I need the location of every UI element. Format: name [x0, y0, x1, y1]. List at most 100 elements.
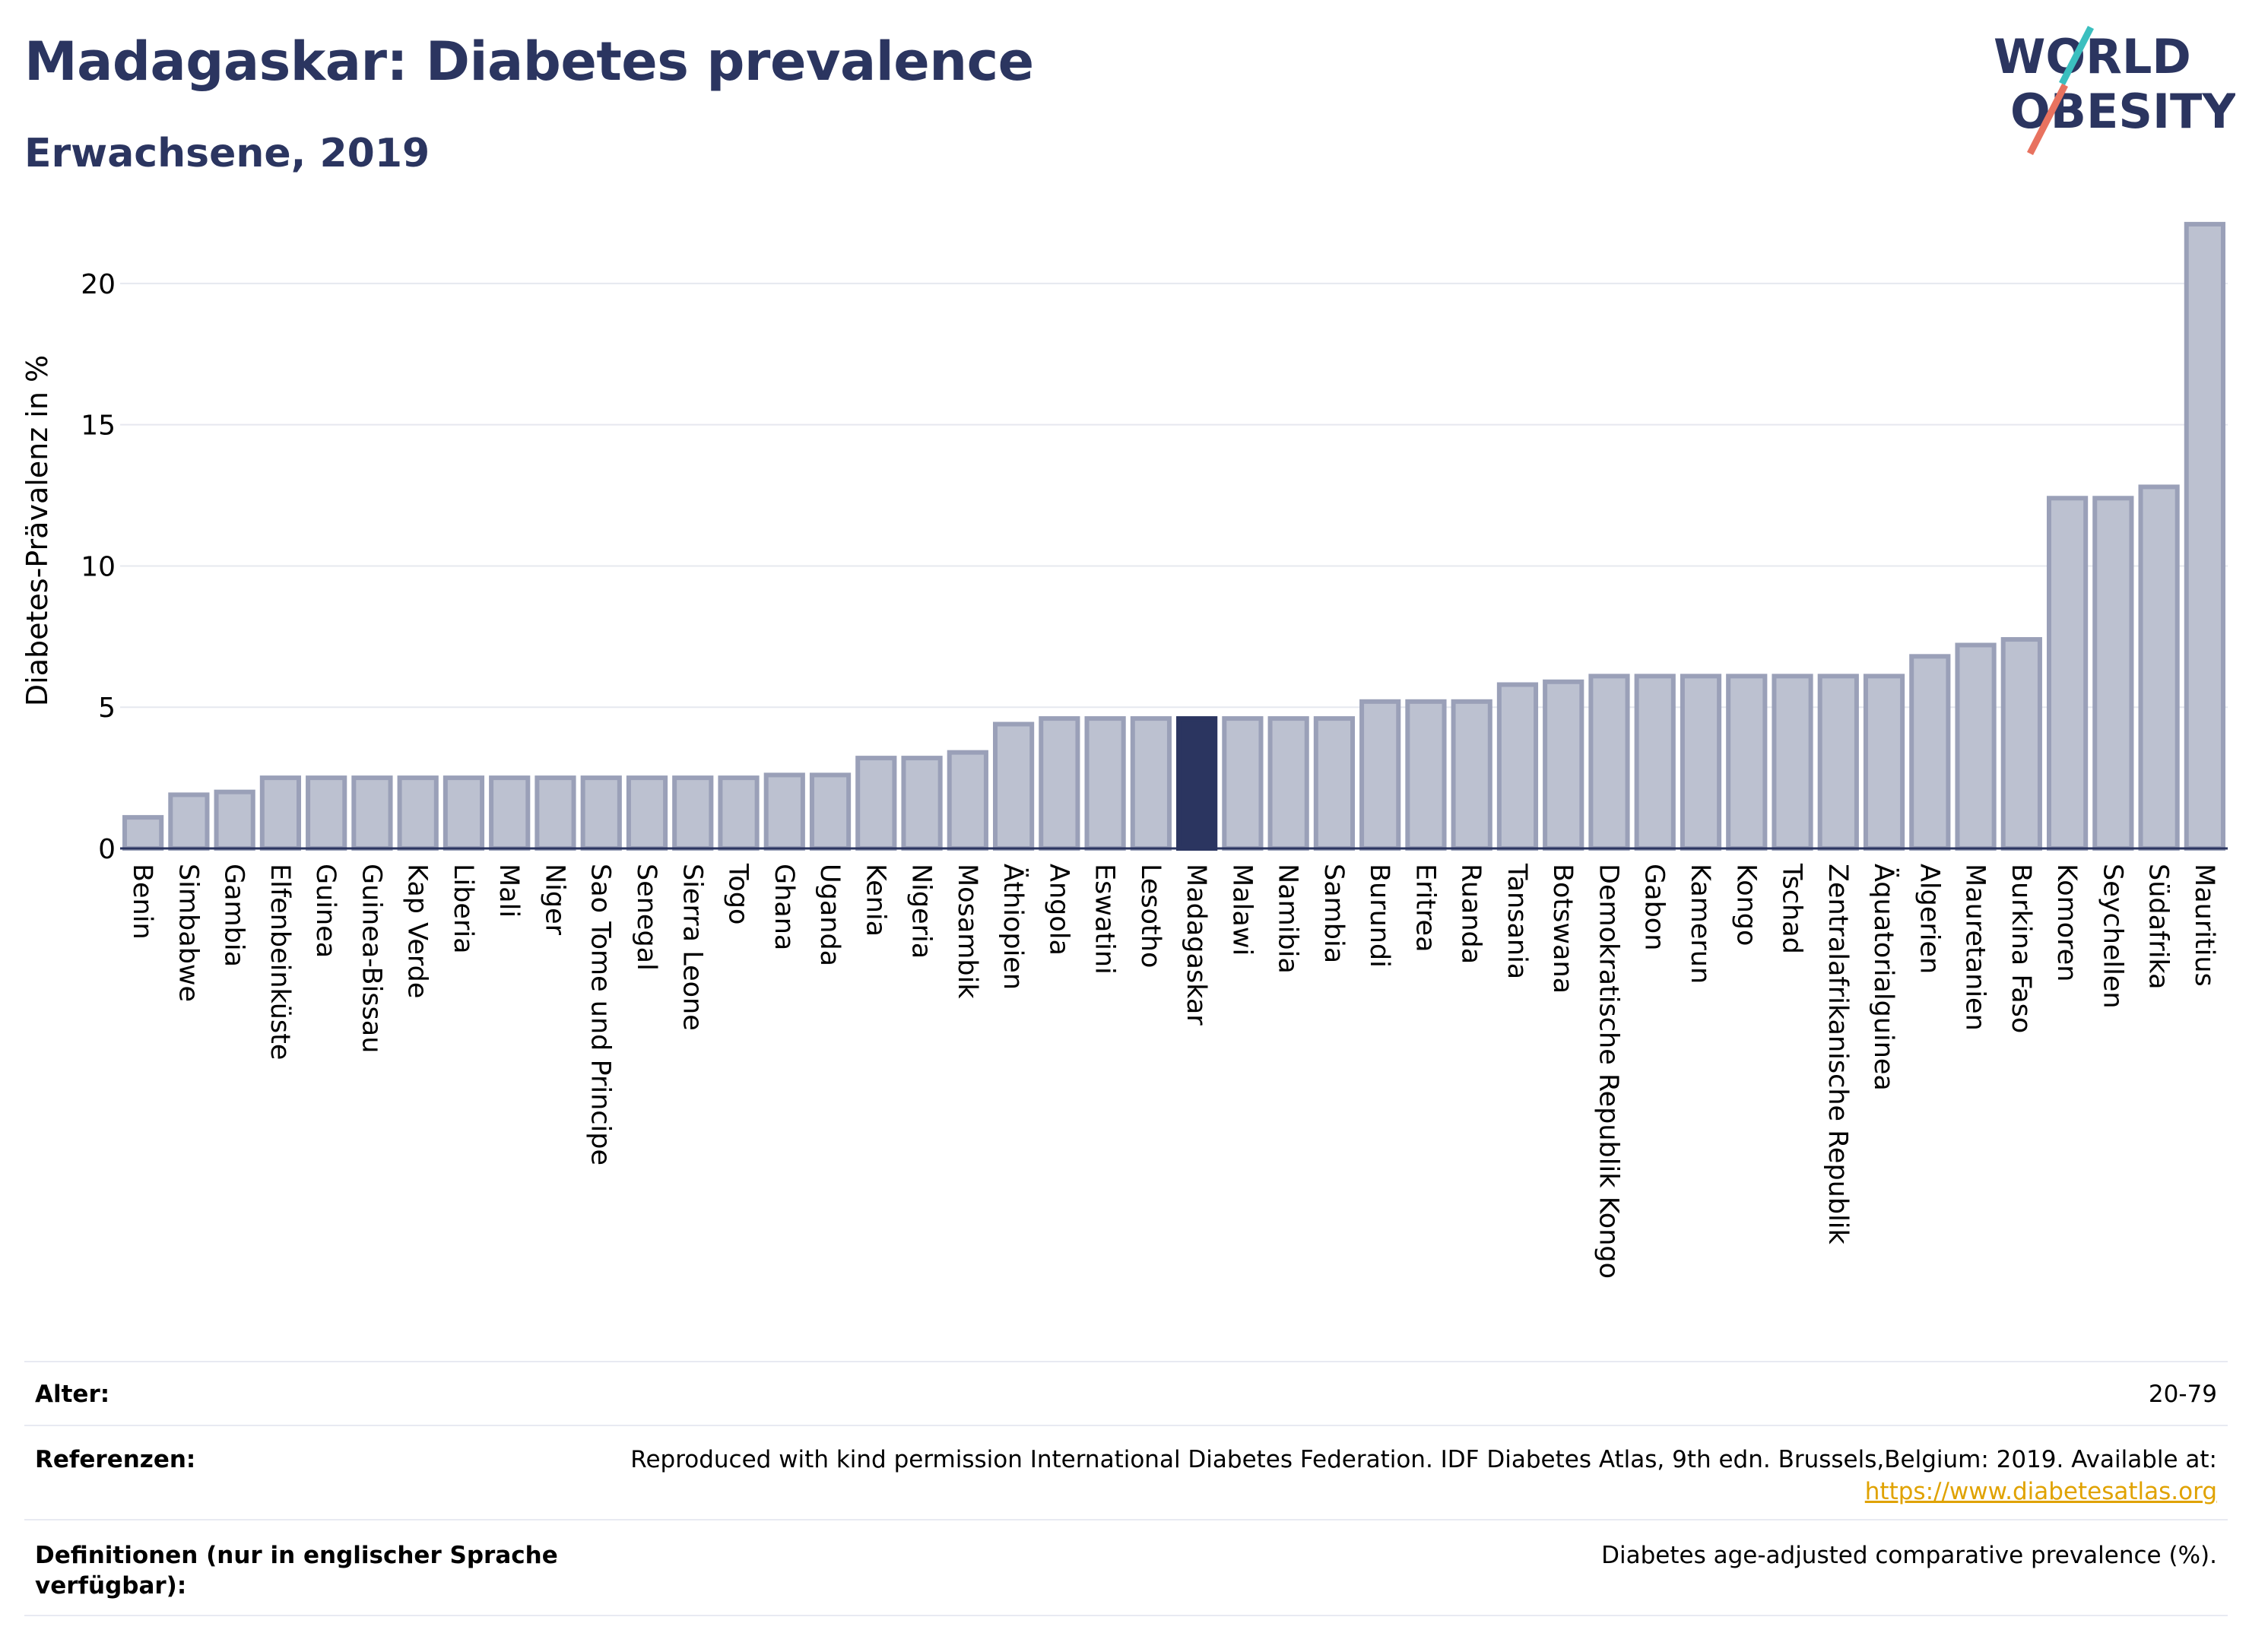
- bar-madagaskar: [1176, 716, 1218, 851]
- bar-togo: [718, 775, 760, 851]
- info-row-age: Alter: 20-79: [24, 1361, 2228, 1425]
- bar-elfenbeinküste: [259, 775, 302, 851]
- bar-ruanda: [1451, 699, 1492, 851]
- x-tick-label: Nigeria: [906, 864, 937, 959]
- page-subtitle: Erwachsene, 2019: [24, 131, 430, 176]
- y-tick-label: 0: [98, 834, 116, 865]
- x-tick-label: Tansania: [1502, 863, 1532, 979]
- info-table: Alter: 20-79 Referenzen: Reproduced with…: [24, 1361, 2228, 1616]
- bar-uganda: [809, 772, 852, 851]
- bar-niger: [534, 775, 576, 851]
- x-tick-label: Madagaskar: [1181, 864, 1211, 1026]
- x-tick-label: Sierra Leone: [677, 864, 707, 1031]
- definitions-label-line2: verfügbar):: [35, 1572, 187, 1600]
- bar-tansania: [1496, 682, 1539, 851]
- definitions-label-line1: Definitionen (nur in englischer Sprache: [35, 1542, 558, 1569]
- bar-simbabwe: [168, 792, 210, 851]
- bar-zentralafrikanische-republik: [1817, 674, 1859, 851]
- references-text: Reproduced with kind permission Internat…: [630, 1446, 2217, 1505]
- bar-senegal: [626, 775, 668, 851]
- x-tick-label: Senegal: [631, 864, 661, 971]
- x-tick-label: Angola: [1043, 864, 1074, 956]
- x-tick-label: Guinea-Bissau: [356, 864, 386, 1053]
- x-tick-label: Kamerun: [1685, 864, 1715, 984]
- x-axis-ticks: Benin Simbabwe Gambia Elfenbeinküste Guinea G…: [127, 863, 2219, 1279]
- x-tick-label: Tschad: [1777, 863, 1807, 954]
- age-label: Alter:: [35, 1381, 110, 1408]
- bar-malawi: [1222, 716, 1264, 851]
- x-tick-label: Sambia: [1318, 864, 1349, 963]
- bar-sao-tome-und-principe: [580, 775, 622, 851]
- bar-nigeria: [901, 756, 943, 851]
- bar-kongo: [1726, 674, 1768, 851]
- y-tick-label: 5: [98, 693, 116, 724]
- x-tick-label: Komoren: [2051, 864, 2082, 981]
- bar-mali: [489, 775, 531, 851]
- x-tick-label: Mauretanien: [1960, 864, 1990, 1031]
- x-tick-label: Benin: [127, 864, 157, 940]
- bar-kamerun: [1680, 674, 1722, 851]
- bar-mosambik: [947, 750, 988, 851]
- bar-mauretanien: [1955, 642, 1997, 851]
- bar-äquatorialguinea: [1863, 674, 1905, 851]
- logo-word-world: WORLD: [1994, 29, 2191, 84]
- y-tick-label: 15: [81, 411, 116, 442]
- bar-südafrika: [2138, 484, 2180, 851]
- bar-sambia: [1313, 716, 1356, 851]
- x-tick-label: Kap Verde: [402, 864, 433, 998]
- bars: [122, 221, 2225, 851]
- bar-gambia: [214, 789, 255, 851]
- x-tick-label: Mauritius: [2189, 864, 2219, 987]
- bar-komoren: [2046, 496, 2089, 851]
- y-axis-label: Diabetes-Prävalenz in %: [21, 355, 54, 706]
- x-tick-label: Mali: [493, 864, 524, 918]
- world-obesity-logo: WORLD OBESITY: [1994, 25, 2235, 156]
- bar-seychellen: [2092, 496, 2134, 851]
- bar-gabon: [1634, 674, 1676, 851]
- x-tick-label: Gabon: [1639, 864, 1670, 950]
- x-tick-label: Elfenbeinküste: [265, 864, 295, 1060]
- x-tick-label: Uganda: [814, 864, 845, 966]
- x-tick-label: Burkina Faso: [2006, 864, 2036, 1033]
- logo-slash-coral: [2026, 83, 2069, 156]
- x-tick-label: Guinea: [310, 864, 341, 958]
- x-tick-label: Ghana: [769, 864, 799, 950]
- x-tick-label: Togo: [723, 863, 753, 924]
- x-tick-label: Äquatorialguinea: [1868, 864, 1900, 1091]
- bar-angola: [1039, 716, 1080, 851]
- info-row-definitions: Definitionen (nur in englischer Sprache …: [24, 1519, 2228, 1616]
- bar-chart: 0 5 10 15 20 Benin Simbabwe Gambia Elfenbeinküs…: [21, 221, 2228, 1279]
- x-tick-label: Gambia: [219, 864, 249, 967]
- references-value: Reproduced with kind permission Internat…: [630, 1446, 2217, 1473]
- y-axis-ticks: 0 5 10 15 20: [81, 269, 116, 865]
- x-tick-label: Namibia: [1273, 864, 1303, 974]
- x-tick-label: Simbabwe: [173, 864, 203, 1002]
- x-tick-label: Demokratische Republik Kongo: [1593, 864, 1623, 1279]
- x-tick-label: Mosambik: [952, 864, 982, 999]
- bar-mauritius: [2184, 221, 2225, 851]
- bar-benin: [122, 815, 164, 851]
- bar-kap-verde: [397, 775, 439, 851]
- x-tick-label: Kenia: [860, 864, 890, 937]
- logo-slash-teal: [2058, 25, 2095, 86]
- bar-namibia: [1267, 716, 1309, 851]
- bar-guinea: [306, 775, 347, 851]
- x-tick-label: Niger: [539, 864, 569, 936]
- gridlines: [120, 282, 2228, 709]
- x-tick-label: Botswana: [1547, 864, 1578, 994]
- x-tick-label: Südafrika: [2143, 864, 2174, 990]
- x-tick-label: Eswatini: [1090, 864, 1120, 975]
- bar-eritrea: [1405, 699, 1447, 851]
- x-tick-label: Liberia: [448, 864, 478, 954]
- x-tick-label: Eritrea: [1410, 864, 1440, 953]
- x-tick-label: Algerien: [1914, 864, 1944, 974]
- x-tick-label: Lesotho: [1135, 864, 1166, 968]
- x-tick-label: Äthiopien: [998, 864, 1029, 990]
- definitions-label: Definitionen (nur in englischer Sprache …: [35, 1540, 558, 1601]
- y-tick-label: 10: [81, 551, 116, 582]
- x-tick-label: Ruanda: [1456, 864, 1486, 964]
- x-tick-label: Malawi: [1226, 864, 1257, 956]
- references-link[interactable]: https://www.diabetesatlas.org: [1864, 1478, 2217, 1505]
- page-title: Madagaskar: Diabetes prevalence: [24, 30, 1034, 93]
- bar-guinea-bissau: [351, 775, 393, 851]
